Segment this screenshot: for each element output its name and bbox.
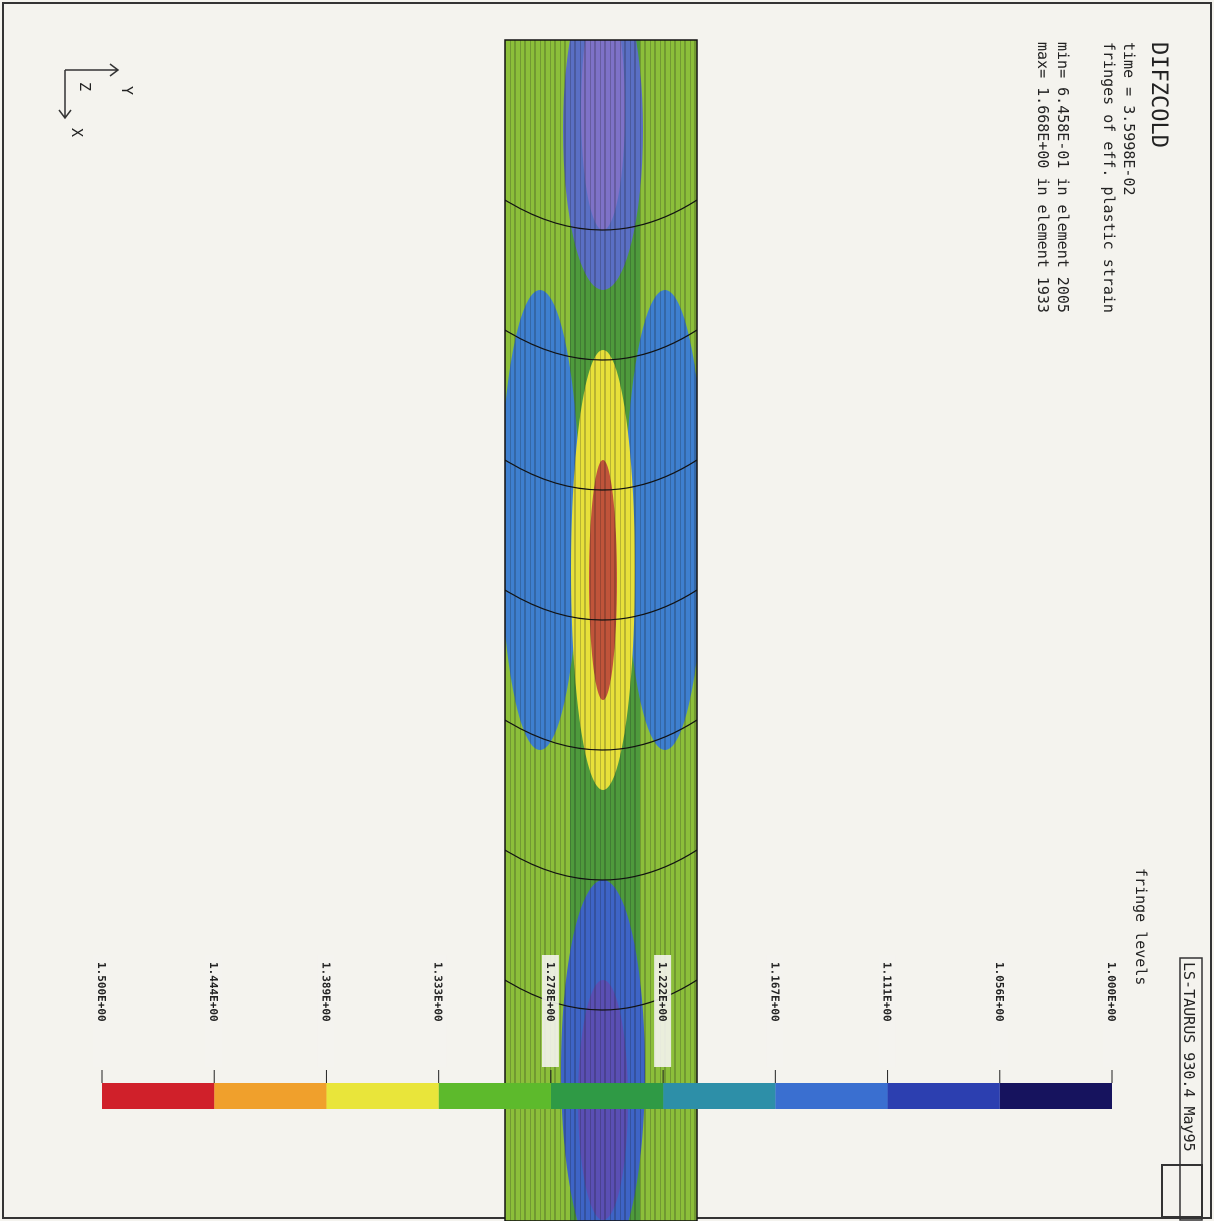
level-label: 1.500E+00 (95, 962, 108, 1022)
legend-title: fringe levels (1132, 868, 1150, 985)
plot-screen: Y Z X DIFZCOLD time = 3.5998E-02 fringes… (0, 0, 1214, 1221)
time: time = 3.5998E-02 (1120, 42, 1138, 196)
quantity: fringes of eff. plastic strain (1100, 42, 1118, 313)
fringe-swatch (1000, 1083, 1112, 1109)
fringe-swatch (102, 1083, 214, 1109)
level-label: 1.111E+00 (881, 962, 894, 1022)
max-value: max= 1.668E+00 in element 1933 (1034, 42, 1052, 313)
triad-y: Y (118, 86, 136, 95)
fringe-swatch (439, 1083, 551, 1109)
level-label: 1.389E+00 (319, 962, 332, 1022)
fringe-swatch (888, 1083, 1000, 1109)
level-label: 1.333E+00 (432, 962, 445, 1022)
min-value: min= 6.458E-01 in element 2005 (1054, 42, 1072, 313)
title: DIFZCOLD (1146, 42, 1171, 148)
fringe-model (500, 0, 705, 1221)
level-label: 1.056E+00 (993, 962, 1006, 1022)
fringe-swatch (663, 1083, 775, 1109)
fringe-swatch (551, 1083, 663, 1109)
triad-z: Z (76, 82, 94, 91)
level-label: 1.278E+00 (544, 962, 557, 1022)
fringe-swatch (326, 1083, 438, 1109)
level-label: 1.167E+00 (768, 962, 781, 1022)
triad-x: X (68, 128, 86, 137)
fringe-swatch (775, 1083, 887, 1109)
fringe-swatch (214, 1083, 326, 1109)
level-label: 1.444E+00 (207, 962, 220, 1022)
footer: LS-TAURUS 930.4 May95 (1180, 962, 1198, 1152)
level-label: 1.000E+00 (1105, 962, 1118, 1022)
level-label: 1.222E+00 (656, 962, 669, 1022)
